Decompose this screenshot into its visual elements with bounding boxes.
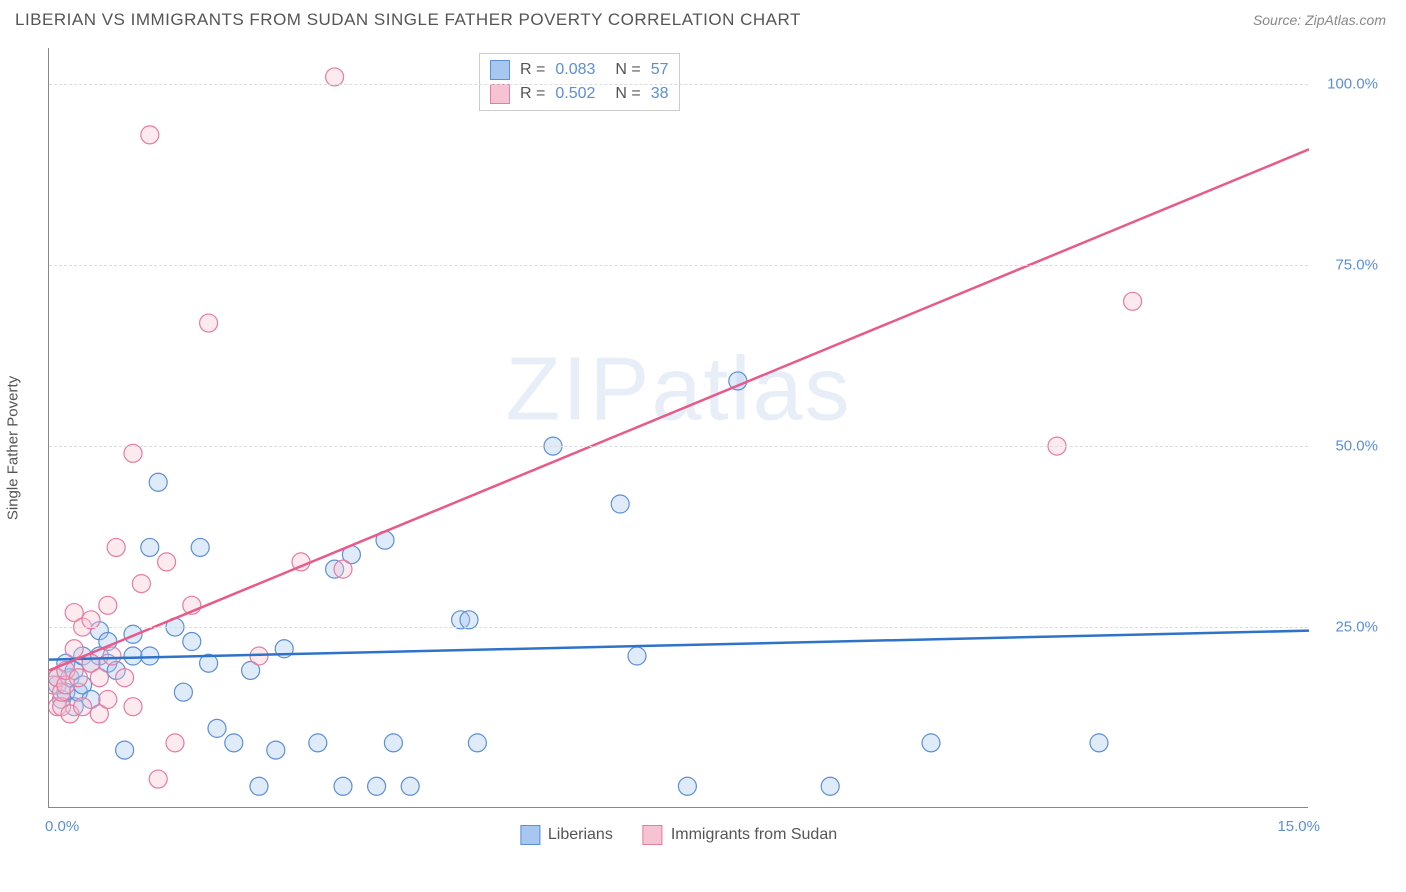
data-point [191,538,209,556]
data-point [368,777,386,795]
y-tick-label: 100.0% [1318,76,1378,93]
data-point [103,647,121,665]
legend-correlation-row: R = 0.083 N = 57 [490,58,669,82]
legend-n-label: N = [615,85,640,103]
data-point [821,777,839,795]
source-attribution: Source: ZipAtlas.com [1253,12,1386,28]
legend-correlation-row: R = 0.502 N = 38 [490,82,669,106]
data-point [99,596,117,614]
legend-n-value: 57 [651,61,669,79]
chart-title: LIBERIAN VS IMMIGRANTS FROM SUDAN SINGLE… [15,10,801,30]
legend-series: Liberians Immigrants from Sudan [520,825,837,845]
y-tick-label: 25.0% [1318,619,1378,636]
legend-series-label: Immigrants from Sudan [671,826,837,844]
legend-r-label: R = [520,85,545,103]
plot-area: ZIPatlas R =0.083N =57R =0.502N =38 Libe… [48,48,1308,808]
data-point [166,734,184,752]
data-point [141,126,159,144]
data-point [141,538,159,556]
legend-series-label: Liberians [548,826,613,844]
data-point [90,669,108,687]
data-point [1124,292,1142,310]
data-point [149,473,167,491]
data-point [132,575,150,593]
data-point [65,640,83,658]
gridline [49,627,1308,628]
data-point [1090,734,1108,752]
y-axis-label: Single Father Poverty [5,376,22,520]
data-point [208,719,226,737]
data-point [468,734,486,752]
legend-n-value: 38 [651,85,669,103]
data-point [149,770,167,788]
scatter-svg [49,48,1309,808]
legend-swatch [490,60,510,80]
x-tick-min: 0.0% [45,818,79,835]
gridline [49,265,1308,266]
data-point [384,734,402,752]
legend-series-item: Immigrants from Sudan [643,825,837,845]
legend-r-label: R = [520,61,545,79]
data-point [69,669,87,687]
data-point [107,538,125,556]
data-point [334,560,352,578]
legend-r-value: 0.502 [555,85,595,103]
data-point [678,777,696,795]
trend-line [49,631,1309,660]
legend-correlation: R = 0.083 N = 57 R = 0.502 N = 38 [479,53,680,111]
legend-n-label: N = [615,61,640,79]
data-point [99,690,117,708]
legend-swatch [490,84,510,104]
data-point [267,741,285,759]
data-point [183,633,201,651]
legend-swatch [520,825,540,845]
data-point [309,734,327,752]
legend-swatch [643,825,663,845]
data-point [124,698,142,716]
data-point [116,669,134,687]
data-point [124,647,142,665]
data-point [158,553,176,571]
legend-r-value: 0.083 [555,61,595,79]
y-tick-label: 75.0% [1318,257,1378,274]
gridline [49,446,1308,447]
data-point [401,777,419,795]
data-point [334,777,352,795]
data-point [922,734,940,752]
data-point [225,734,243,752]
data-point [116,741,134,759]
data-point [200,314,218,332]
data-point [611,495,629,513]
data-point [74,698,92,716]
y-tick-label: 50.0% [1318,438,1378,455]
data-point [250,777,268,795]
chart-container: Single Father Poverty ZIPatlas R =0.083N… [48,48,1388,848]
data-point [628,647,646,665]
legend-series-item: Liberians [520,825,613,845]
trend-line [49,149,1309,670]
x-tick-max: 15.0% [1277,818,1320,835]
gridline [49,84,1308,85]
data-point [174,683,192,701]
